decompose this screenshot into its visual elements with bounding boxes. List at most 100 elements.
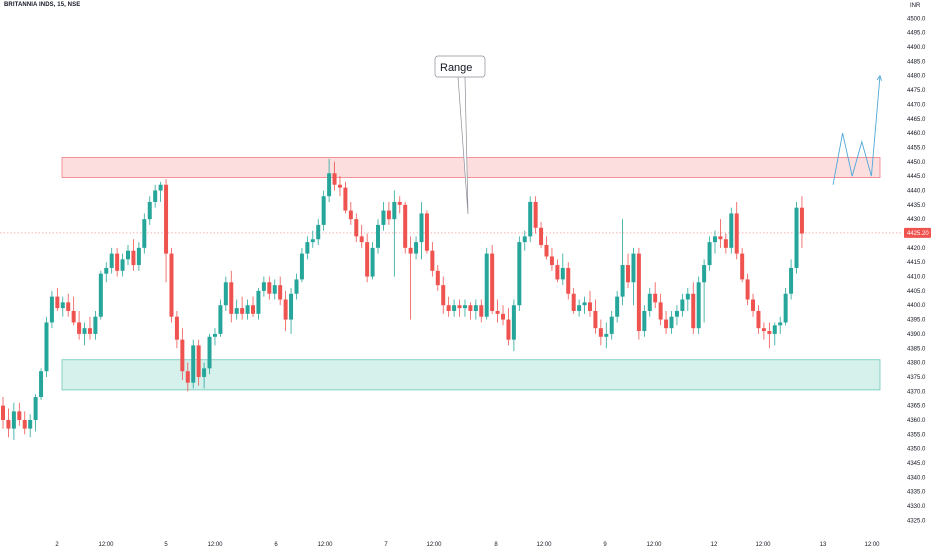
time-tick-label: 12:00 xyxy=(426,542,442,548)
candle-body xyxy=(397,201,402,205)
price-tick-label: 4350.0 xyxy=(907,447,926,453)
candle-body xyxy=(751,299,756,311)
candle-body xyxy=(28,419,33,429)
candle-body xyxy=(49,296,54,323)
candle-body xyxy=(424,213,429,251)
candle-body xyxy=(278,285,283,300)
candle-body xyxy=(321,196,326,225)
candle-body xyxy=(691,293,696,329)
candle-body xyxy=(376,224,381,248)
price-tick-label: 4440.0 xyxy=(907,188,926,194)
candle-body xyxy=(566,267,571,294)
price-tick-label: 4365.0 xyxy=(907,404,926,410)
currency-label: INR xyxy=(910,3,921,9)
candle-body xyxy=(620,265,625,297)
candle-body xyxy=(761,328,766,332)
candle-body xyxy=(631,253,636,283)
candle-body xyxy=(490,253,495,311)
candle-body xyxy=(680,299,685,311)
callout-pointer xyxy=(457,76,469,215)
candle-body xyxy=(609,316,614,334)
time-tick-label: 9 xyxy=(603,542,607,548)
projection-layer xyxy=(832,74,882,185)
candle-body xyxy=(66,302,71,311)
candle-body xyxy=(446,305,451,311)
candle-body xyxy=(299,253,304,280)
candle-body xyxy=(799,207,804,234)
candle-body xyxy=(740,253,745,280)
price-tick-label: 4460.0 xyxy=(907,131,926,137)
candle-body xyxy=(174,316,179,340)
candle-body xyxy=(283,299,288,320)
candle-body xyxy=(348,210,353,220)
candle-body xyxy=(365,242,370,277)
candle-body xyxy=(234,308,239,314)
price-tick-label: 4345.0 xyxy=(907,461,926,467)
candle-body xyxy=(479,305,484,317)
price-tick-label: 4470.0 xyxy=(907,102,926,108)
candle-body xyxy=(501,313,506,320)
candle-body xyxy=(794,207,799,268)
candle-body xyxy=(180,339,185,372)
candle-body xyxy=(593,310,598,329)
candle-body xyxy=(218,305,223,334)
candle-body xyxy=(653,293,658,303)
candle-body xyxy=(337,184,342,188)
candle-body xyxy=(153,190,158,202)
candle-body xyxy=(240,308,245,314)
candle-body xyxy=(473,305,478,311)
candle-body xyxy=(778,322,783,326)
candle-body xyxy=(767,331,772,334)
candle-body xyxy=(305,242,310,254)
price-tick-label: 4390.0 xyxy=(907,332,926,338)
price-tick-label: 4380.0 xyxy=(907,361,926,367)
price-tick-label: 4385.0 xyxy=(907,346,926,352)
candle-body xyxy=(723,239,728,248)
candle-body xyxy=(712,236,717,243)
price-tick-label: 4495.0 xyxy=(907,31,926,37)
candle-body xyxy=(419,213,424,243)
projection-arrowhead xyxy=(876,74,882,81)
candle-body xyxy=(386,210,391,220)
price-tick-label: 4340.0 xyxy=(907,475,926,481)
time-tick-label: 12:00 xyxy=(536,542,552,548)
candle-body xyxy=(392,201,397,220)
candle-body xyxy=(511,305,516,340)
candle-body xyxy=(734,213,739,254)
price-tick-label: 4370.0 xyxy=(907,389,926,395)
candle-body xyxy=(647,293,652,311)
candle-body xyxy=(452,305,457,311)
candle-body xyxy=(1,405,5,420)
candle-body xyxy=(598,328,603,337)
candle-body xyxy=(126,250,131,260)
candle-body xyxy=(212,333,217,337)
candle-body xyxy=(316,224,321,240)
candle-body xyxy=(327,173,332,197)
candle-body xyxy=(6,419,11,429)
candle-body xyxy=(359,236,364,243)
price-tick-label: 4400.0 xyxy=(907,303,926,309)
price-tick-label: 4475.0 xyxy=(907,88,926,94)
candle-body xyxy=(441,285,446,306)
candle-body xyxy=(577,305,582,311)
candle-body xyxy=(343,187,348,211)
time-tick-label: 12:00 xyxy=(98,542,114,548)
candle-body xyxy=(267,282,272,294)
candle-body xyxy=(120,259,125,271)
candle-body xyxy=(11,411,16,429)
candle-body xyxy=(115,253,120,271)
candles-layer xyxy=(1,158,804,441)
candle-body xyxy=(707,242,712,266)
candle-body xyxy=(789,267,794,294)
candle-body xyxy=(696,282,701,329)
candle-body xyxy=(147,201,152,220)
time-tick-label: 13 xyxy=(820,542,827,548)
time-tick-label: 12:00 xyxy=(317,542,333,548)
price-tick-label: 4480.0 xyxy=(907,74,926,80)
candle-body xyxy=(142,219,147,248)
price-tick-label: 4405.0 xyxy=(907,289,926,295)
price-tick-label: 4410.0 xyxy=(907,275,926,281)
time-tick-label: 6 xyxy=(274,542,278,548)
candle-body xyxy=(658,302,663,320)
